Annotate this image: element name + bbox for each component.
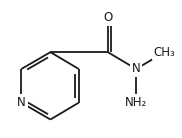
- Text: O: O: [103, 11, 112, 24]
- Text: CH₃: CH₃: [154, 46, 175, 59]
- Text: N: N: [132, 63, 141, 75]
- Text: N: N: [17, 96, 26, 109]
- Text: NH₂: NH₂: [125, 96, 147, 109]
